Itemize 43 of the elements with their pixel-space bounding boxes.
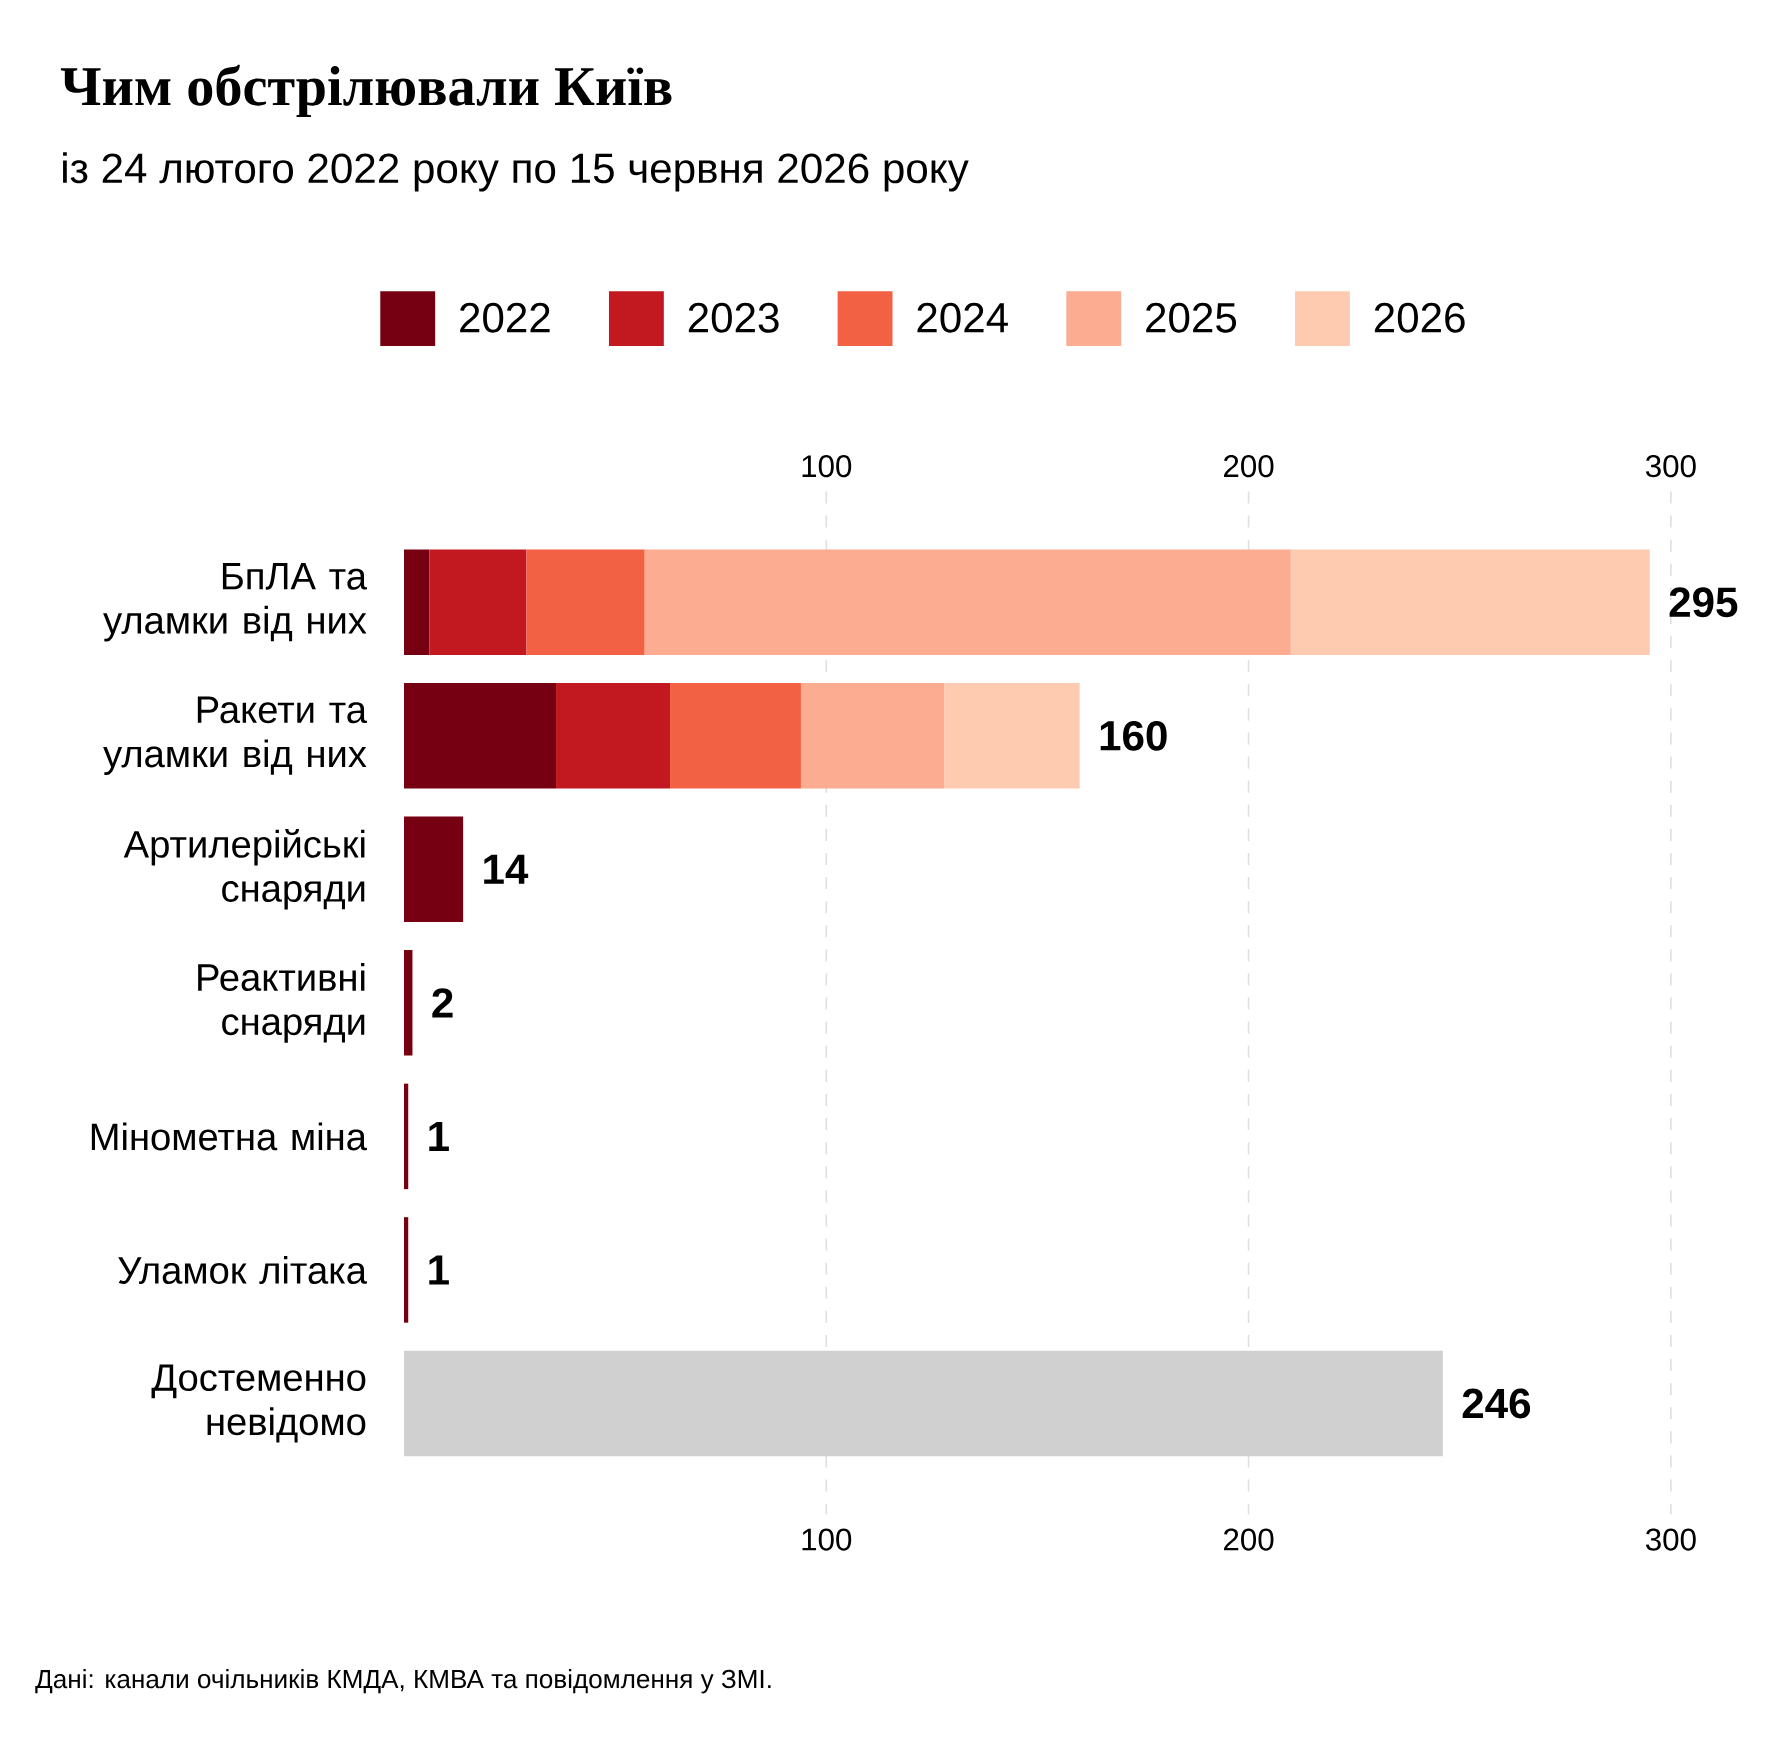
y-tick-label: БпЛА та уламки від них — [103, 562, 367, 642]
bar — [944, 682, 1080, 789]
y-tick-label: Артилерійські снаряди — [123, 828, 365, 910]
bar — [404, 549, 430, 655]
bar — [404, 1217, 409, 1323]
bar — [800, 682, 945, 789]
total-label: 295 — [1669, 587, 1738, 618]
x2-tick-label: 200 — [1224, 454, 1274, 478]
y-tick-label: Достеменно невідомо — [151, 1364, 366, 1443]
chart-subtitle: із 24 лютого 2022 року по 15 червня 2026 року — [63, 152, 969, 192]
total-label: 1 — [429, 1121, 449, 1151]
bar — [404, 1083, 409, 1190]
total-label: 246 — [1462, 1388, 1531, 1419]
bar — [404, 949, 413, 1056]
bar — [429, 549, 527, 655]
x2-tick-label: 300 — [1645, 454, 1696, 478]
x-tick-label: 200 — [1224, 1528, 1274, 1551]
legend-label: 2026 — [1374, 302, 1465, 333]
y-tick-label: Ракети та уламки від них — [103, 696, 367, 775]
total-label: 2 — [432, 988, 453, 1018]
x-tick-label: 300 — [1645, 1528, 1696, 1551]
text: Дані: канали очільників КМДА, КМВА та повідомлення у ЗМІ. — [35, 1668, 771, 1694]
bar — [404, 682, 557, 789]
bar — [556, 682, 671, 789]
bar — [1290, 549, 1650, 655]
bar — [526, 549, 645, 655]
bar — [404, 816, 464, 922]
y-tick-label: Уламок літака — [118, 1255, 367, 1284]
total-label: 14 — [484, 854, 529, 884]
total-label: 1 — [429, 1255, 449, 1285]
legend-label: 2022 — [460, 302, 550, 333]
bar — [670, 682, 801, 789]
y-tick-label: Реактивні снаряди — [198, 962, 365, 1043]
legend-label: 2025 — [1146, 302, 1237, 333]
chart-title: Чим обстрілювали Київ — [60, 64, 672, 117]
total-label: 160 — [1100, 720, 1167, 751]
legend-label: 2024 — [917, 302, 1008, 333]
x-tick-label: 100 — [802, 1528, 852, 1551]
y-tick-label: Мінометна міна — [91, 1122, 367, 1151]
x2-tick-label: 100 — [802, 454, 852, 478]
legend-label: 2023 — [688, 302, 779, 333]
bar — [644, 549, 1291, 655]
bar — [404, 1350, 1443, 1457]
